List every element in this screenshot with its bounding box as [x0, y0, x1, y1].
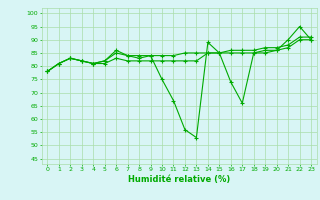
X-axis label: Humidité relative (%): Humidité relative (%)	[128, 175, 230, 184]
